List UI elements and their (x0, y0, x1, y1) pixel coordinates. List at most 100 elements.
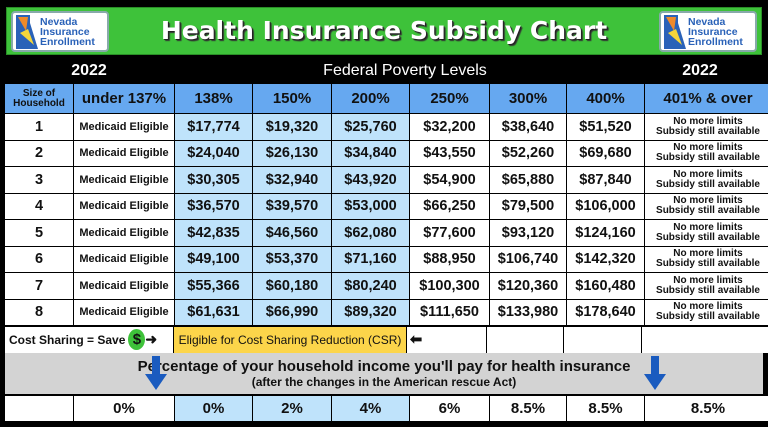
over-limit-line2: Subsidy still available (656, 205, 760, 217)
income-cell: $32,200 (410, 114, 489, 140)
empty-cell (5, 396, 73, 421)
income-cell: $52,260 (490, 140, 566, 166)
percentage-cell: 8.5% (567, 396, 644, 421)
column-header: 300% (490, 84, 566, 113)
title-banner: Nevada Insurance Enrollment Health Insuran… (6, 7, 762, 55)
income-cell: $69,680 (567, 140, 644, 166)
income-cell: $55,366 (175, 273, 252, 299)
year-left: 2022 (71, 62, 107, 79)
income-cell: $36,570 (175, 193, 252, 219)
column-header: 401% & over (645, 84, 768, 113)
income-cell: $79,500 (490, 193, 566, 219)
income-cell: $42,835 (175, 220, 252, 246)
csr-label: Cost Sharing = Save (9, 332, 126, 347)
medicaid-cell: Medicaid Eligible (74, 167, 174, 193)
empty-cell (564, 327, 641, 353)
income-cell: $106,740 (490, 246, 566, 272)
over-limit-line2: Subsidy still available (656, 284, 760, 296)
over-limit-line2: Subsidy still available (656, 152, 760, 164)
income-cell: $54,900 (410, 167, 489, 193)
over-limit-line1: No more limits (673, 115, 743, 127)
percentage-cell: 4% (332, 396, 409, 421)
income-cell: $30,305 (175, 167, 252, 193)
empty-cell (487, 327, 563, 353)
income-cell: $124,160 (567, 220, 644, 246)
income-cell: $111,650 (410, 299, 489, 325)
income-cell: $89,320 (332, 299, 409, 325)
arrow-down-icon (145, 356, 167, 390)
income-cell: $93,120 (490, 220, 566, 246)
dollar-icon: $ (128, 329, 146, 351)
income-cell: $46,560 (253, 220, 331, 246)
household-size: 1 (5, 114, 73, 140)
income-cell: $87,840 (567, 167, 644, 193)
percentage-cell: 8.5% (645, 396, 768, 421)
medicaid-cell: Medicaid Eligible (74, 114, 174, 140)
medicaid-cell: Medicaid Eligible (74, 273, 174, 299)
percentage-cell: 6% (410, 396, 489, 421)
logo-text: Nevada Insurance Enrollment (688, 15, 743, 48)
over-limit-line1: No more limits (673, 248, 743, 260)
column-header: under 137% (74, 84, 174, 113)
income-cell: $34,840 (332, 140, 409, 166)
income-cell: $77,600 (410, 220, 489, 246)
arrow-left-icon: ⬅ (407, 327, 486, 353)
income-cell: $66,250 (410, 193, 489, 219)
column-header: 250% (410, 84, 489, 113)
percent-note: Percentage of your household income you'… (5, 353, 763, 394)
column-header: 400% (567, 84, 644, 113)
over-limit-line2: Subsidy still available (656, 258, 760, 270)
percentage-cell: 0% (175, 396, 252, 421)
medicaid-cell: Medicaid Eligible (74, 193, 174, 219)
over-limit-cell: No more limits Subsidy still available (645, 193, 768, 219)
over-limit-line1: No more limits (673, 195, 743, 207)
medicaid-cell: Medicaid Eligible (74, 299, 174, 325)
csr-row: Cost Sharing = Save $ ➜ Eligible for Cos… (5, 327, 768, 353)
income-cell: $53,370 (253, 246, 331, 272)
income-cell: $24,040 (175, 140, 252, 166)
over-limit-line2: Subsidy still available (656, 231, 760, 243)
household-size: 7 (5, 273, 73, 299)
column-header: Size of Household (5, 84, 73, 113)
household-size: 5 (5, 220, 73, 246)
over-limit-cell: No more limits Subsidy still available (645, 246, 768, 272)
income-cell: $62,080 (332, 220, 409, 246)
over-limit-line1: No more limits (673, 301, 743, 313)
income-cell: $178,640 (567, 299, 644, 325)
over-limit-line1: No more limits (673, 168, 743, 180)
percentage-cell: 2% (253, 396, 331, 421)
year-right: 2022 (682, 62, 718, 79)
over-limit-cell: No more limits Subsidy still available (645, 140, 768, 166)
income-cell: $133,980 (490, 299, 566, 325)
percent-note-line2: (after the changes in the American rescu… (251, 375, 517, 389)
percent-note-line1: Percentage of your household income you'… (137, 358, 631, 375)
subsidy-table: Size of Household under 137% 138% 150% 200% 2… (5, 84, 768, 325)
nevada-logo-icon (664, 14, 686, 49)
income-cell: $100,300 (410, 273, 489, 299)
nevada-logo-icon (16, 14, 38, 49)
over-limit-cell: No more limits Subsidy still available (645, 299, 768, 325)
income-cell: $65,880 (490, 167, 566, 193)
household-size: 2 (5, 140, 73, 166)
income-cell: $60,180 (253, 273, 331, 299)
medicaid-cell: Medicaid Eligible (74, 140, 174, 166)
column-header: 150% (253, 84, 331, 113)
over-limit-cell: No more limits Subsidy still available (645, 273, 768, 299)
income-cell: $17,774 (175, 114, 252, 140)
income-cell: $38,640 (490, 114, 566, 140)
household-size: 3 (5, 167, 73, 193)
income-cell: $32,940 (253, 167, 331, 193)
income-cell: $43,920 (332, 167, 409, 193)
household-size: 8 (5, 299, 73, 325)
percentage-cell: 8.5% (490, 396, 566, 421)
income-cell: $61,631 (175, 299, 252, 325)
income-cell: $26,130 (253, 140, 331, 166)
column-header: 138% (175, 84, 252, 113)
income-cell: $51,520 (567, 114, 644, 140)
income-cell: $53,000 (332, 193, 409, 219)
logo-right: Nevada Insurance Enrollment (659, 11, 757, 52)
arrow-right-icon: ➜ (145, 331, 158, 348)
column-header: 200% (332, 84, 409, 113)
page-title: Health Insurance Subsidy Chart (160, 16, 608, 45)
income-cell: $66,990 (253, 299, 331, 325)
